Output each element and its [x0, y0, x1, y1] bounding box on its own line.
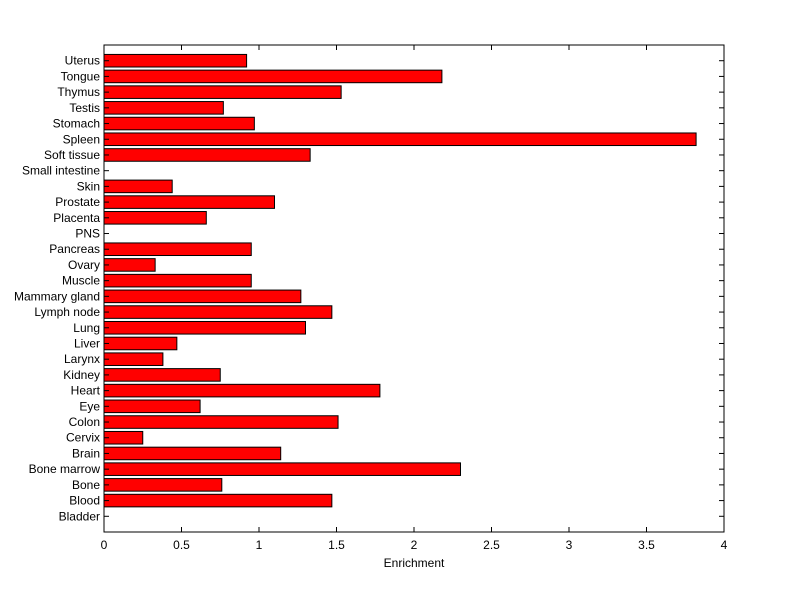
- bar-lung: [103, 320, 306, 335]
- bar-muscle: [103, 273, 252, 288]
- y-tick-label: Lymph node: [34, 305, 100, 319]
- y-tick-label: Bladder: [59, 509, 100, 523]
- y-tick-label: Colon: [69, 415, 100, 429]
- y-tick-label: Heart: [71, 384, 101, 398]
- y-tick-label: Soft tissue: [44, 148, 100, 162]
- y-tick-label: Testis: [69, 101, 100, 115]
- y-tick-label: Skin: [77, 179, 100, 193]
- y-tick-label: Spleen: [63, 132, 100, 146]
- y-tick-label: Pancreas: [49, 242, 100, 256]
- bar-ovary: [103, 258, 156, 272]
- bar-stomach: [103, 116, 255, 131]
- x-tick-label: 3: [566, 538, 573, 552]
- bar-lymph-node: [103, 305, 333, 319]
- bar-eye: [103, 399, 201, 414]
- bar-thymus: [103, 85, 342, 99]
- y-tick-label: Larynx: [64, 352, 100, 366]
- y-tick-label: Kidney: [63, 368, 100, 382]
- x-tick-label: 1: [256, 538, 263, 552]
- bars-layer: [103, 53, 697, 508]
- x-tick-label: 3.5: [638, 538, 655, 552]
- bar-kidney: [103, 368, 221, 382]
- y-tick-label: Brain: [72, 446, 100, 460]
- y-tick-label: Ovary: [68, 258, 100, 272]
- bar-testis: [103, 101, 224, 115]
- bar-larynx: [103, 352, 164, 366]
- y-tick-label: Cervix: [66, 431, 100, 445]
- bar-cervix: [103, 430, 144, 445]
- bar-pancreas: [103, 242, 252, 257]
- bar-soft-tissue: [103, 148, 311, 162]
- y-tick-label: Bone: [72, 478, 100, 492]
- y-tick-label: Mammary gland: [14, 289, 100, 303]
- y-tick-label: Stomach: [53, 117, 100, 131]
- x-axis-label: Enrichment: [384, 556, 445, 570]
- x-tick-label: 0.5: [173, 538, 190, 552]
- y-tick-label: Liver: [74, 336, 100, 350]
- x-tick-label: 2.5: [483, 538, 500, 552]
- bar-placenta: [103, 211, 207, 225]
- bar-uterus: [103, 53, 248, 68]
- y-tick-label: Bone marrow: [29, 462, 101, 476]
- y-tick-label: Eye: [79, 399, 100, 413]
- y-tick-label: Muscle: [62, 274, 100, 288]
- bar-liver: [103, 336, 178, 351]
- y-tick-label: Blood: [69, 494, 100, 508]
- bar-bone: [103, 478, 223, 492]
- x-tick-label: 1.5: [328, 538, 345, 552]
- y-tick-label: Small intestine: [22, 164, 100, 178]
- bar-colon: [103, 415, 339, 429]
- y-tick-label: Placenta: [53, 211, 100, 225]
- bar-heart: [103, 383, 381, 398]
- y-tick-label: Lung: [73, 321, 100, 335]
- y-tick-label: Prostate: [55, 195, 100, 209]
- bar-mammary-gland: [103, 289, 302, 304]
- x-tick-label: 0: [101, 538, 108, 552]
- bar-tongue: [103, 69, 443, 84]
- bar-skin: [103, 179, 173, 194]
- bar-prostate: [103, 195, 275, 209]
- bar-brain: [103, 446, 282, 461]
- y-tick-label: PNS: [75, 227, 100, 241]
- x-tick-label: 2: [411, 538, 418, 552]
- y-tick-label: Tongue: [61, 69, 101, 83]
- bar-bone-marrow: [103, 462, 461, 476]
- x-axis-ticks: 0 0.5 1 1.5 2 2.5 3 3.5 4: [101, 45, 728, 552]
- y-tick-label: Thymus: [57, 85, 100, 99]
- bar-blood: [103, 493, 333, 508]
- y-tick-label: Uterus: [65, 54, 100, 68]
- x-tick-label: 4: [721, 538, 728, 552]
- bar-spleen: [103, 132, 697, 147]
